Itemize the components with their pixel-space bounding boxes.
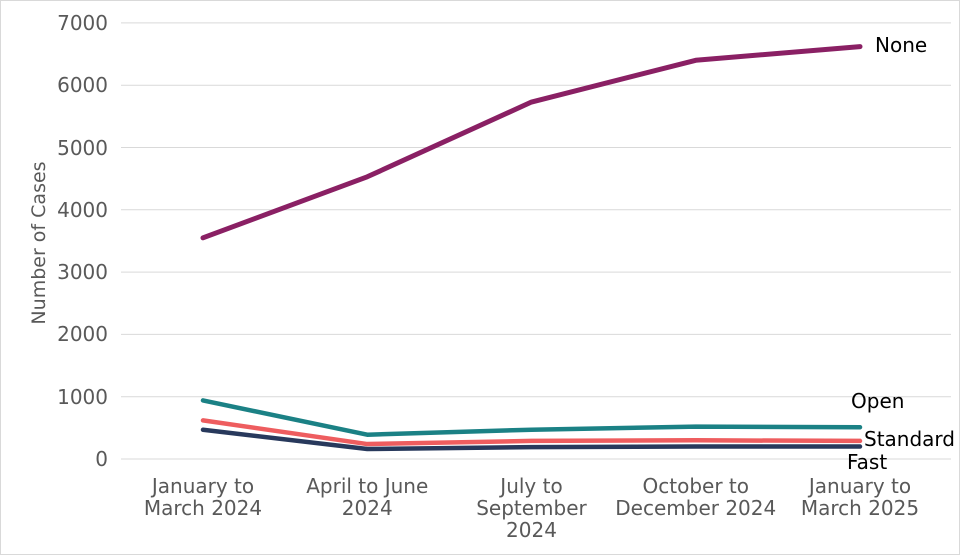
- x-tick-label: January to March 2025: [800, 474, 920, 520]
- y-tick-label: 2000: [57, 322, 108, 347]
- series-label-fast: Fast: [847, 450, 888, 474]
- y-tick-label: 7000: [57, 10, 108, 35]
- y-tick-label: 6000: [57, 73, 108, 98]
- y-tick-label: 0: [95, 447, 108, 471]
- y-tick-label: 5000: [57, 135, 108, 160]
- series-label-open: Open: [851, 389, 905, 413]
- x-tick-label: October to December 2024: [615, 474, 777, 520]
- y-tick-label: 1000: [57, 384, 108, 409]
- x-tick-label: January to March 2024: [143, 474, 263, 520]
- x-tick-label: July to September 2024: [476, 474, 587, 542]
- gridlines: [121, 22, 951, 460]
- x-tick-label: April to June 2024: [306, 474, 429, 520]
- series-line-open: [200, 398, 863, 437]
- series-line-fast: [200, 427, 863, 452]
- series-line-none: [200, 44, 863, 241]
- series-label-none: None: [875, 33, 928, 57]
- y-tick-label: 4000: [57, 197, 108, 222]
- series-label-standard: Standard: [864, 427, 955, 451]
- series-line-standard: [200, 418, 863, 447]
- y-axis-title: Number of Cases: [28, 161, 50, 325]
- y-tick-label: 3000: [57, 260, 108, 285]
